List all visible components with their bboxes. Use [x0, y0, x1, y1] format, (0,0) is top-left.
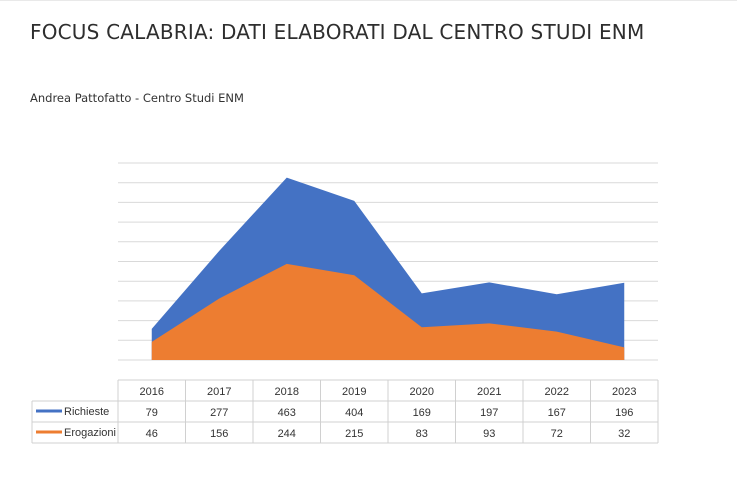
author-byline: Andrea Pattofatto - Centro Studi ENM: [30, 91, 244, 105]
data-label: 244: [278, 428, 296, 440]
x-tick-label: 2020: [410, 386, 434, 398]
data-label: 79: [146, 407, 158, 419]
legend-label: Erogazioni: [64, 427, 116, 439]
x-tick-label: 2017: [207, 386, 231, 398]
data-label: 277: [210, 407, 228, 419]
data-label: 463: [278, 407, 296, 419]
x-tick-label: 2016: [140, 386, 164, 398]
data-label: 197: [480, 407, 498, 419]
data-label: 215: [345, 428, 363, 440]
x-tick-label: 2022: [545, 386, 569, 398]
area-erogazioni: [151, 263, 625, 360]
legend-label: Richieste: [64, 406, 109, 418]
data-label: 196: [615, 407, 633, 419]
data-label: 167: [548, 407, 566, 419]
data-label: 169: [413, 407, 431, 419]
data-label: 46: [146, 428, 158, 440]
data-label: 72: [551, 428, 563, 440]
data-label: 404: [345, 407, 363, 419]
data-label: 93: [483, 428, 495, 440]
x-tick-label: 2019: [342, 386, 366, 398]
x-tick-label: 2021: [477, 386, 501, 398]
data-label: 83: [416, 428, 428, 440]
data-label: 32: [618, 428, 630, 440]
top-divider: [0, 0, 737, 1]
x-tick-label: 2023: [612, 386, 636, 398]
data-label: 156: [210, 428, 228, 440]
x-tick-label: 2018: [275, 386, 299, 398]
page-title: FOCUS CALABRIA: DATI ELABORATI DAL CENTR…: [30, 20, 645, 44]
